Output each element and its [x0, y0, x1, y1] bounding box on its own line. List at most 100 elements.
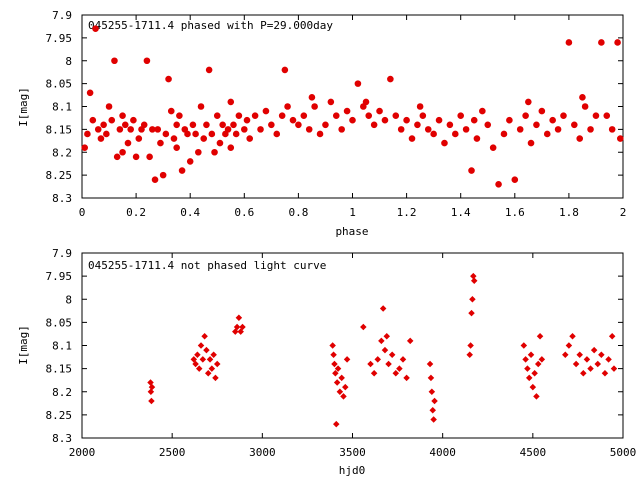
x-tick-label-bottom-5: 4500 — [520, 446, 547, 459]
data-point-top-47 — [208, 130, 216, 138]
chart-title-bottom: 045255-1711.4 not phased light curve — [88, 259, 326, 272]
data-point-top-85 — [376, 107, 383, 115]
data-point-top-3 — [89, 116, 97, 124]
data-point-top-23 — [143, 57, 151, 65]
plot-frame-bottom — [81, 252, 624, 439]
data-point-bottom-16 — [212, 374, 219, 382]
data-point-top-83 — [365, 112, 373, 119]
y-tick-label-top-1: 7.95 — [46, 32, 73, 45]
data-point-bottom-46 — [396, 365, 403, 372]
data-point-bottom-27 — [333, 420, 340, 428]
data-point-top-40 — [189, 121, 197, 129]
data-point-top-89 — [397, 126, 405, 133]
data-point-top-35 — [176, 112, 183, 119]
data-point-top-129 — [614, 39, 621, 46]
data-point-bottom-76 — [572, 360, 580, 368]
data-point-top-79 — [343, 107, 351, 115]
data-point-top-25 — [149, 126, 156, 133]
axis-ticks-top: 0 0.2 0.4 0.6 0.8 1 1.2 1.4 1.6 1.8 2 7.9 7.95 8 8.05 8… — [46, 9, 627, 219]
data-point-bottom-17 — [213, 360, 221, 368]
data-point-top-78 — [338, 126, 345, 133]
data-point-top-31 — [165, 75, 172, 83]
data-point-top-67 — [281, 66, 289, 74]
data-point-bottom-22 — [239, 323, 246, 331]
data-point-bottom-2 — [148, 397, 155, 405]
data-point-top-106 — [489, 144, 497, 151]
x-tick-label-bottom-6: 5000 — [610, 446, 637, 459]
data-point-top-113 — [527, 139, 535, 147]
data-point-bottom-64 — [524, 365, 531, 372]
data-point-bottom-39 — [378, 337, 385, 345]
data-point-bottom-21 — [237, 328, 244, 335]
data-point-bottom-36 — [367, 360, 374, 368]
x-tick-label-top-1: 0.2 — [126, 206, 146, 219]
data-point-top-102 — [468, 167, 475, 174]
data-point-bottom-0 — [147, 379, 154, 386]
data-point-top-94 — [424, 126, 432, 133]
data-point-top-38 — [184, 130, 191, 138]
data-point-top-135 — [362, 98, 370, 106]
data-point-bottom-67 — [529, 383, 537, 391]
data-points-top — [81, 25, 624, 188]
data-point-top-48 — [211, 148, 218, 156]
y-tick-label-top-6: 8.2 — [52, 146, 72, 159]
data-point-top-133 — [227, 144, 235, 151]
data-point-bottom-13 — [206, 356, 214, 363]
data-point-bottom-86 — [608, 332, 616, 340]
data-point-top-130 — [616, 135, 624, 142]
x-tick-label-top-3: 0.6 — [234, 206, 254, 219]
y-tick-label-top-7: 8.25 — [46, 169, 73, 182]
data-point-bottom-19 — [233, 323, 241, 331]
data-point-top-76 — [327, 98, 335, 106]
data-point-bottom-26 — [332, 369, 339, 377]
x-tick-label-top-2: 0.4 — [180, 206, 200, 219]
data-point-top-62 — [257, 126, 264, 133]
data-point-bottom-4 — [190, 356, 198, 363]
data-point-bottom-32 — [340, 393, 347, 400]
data-point-bottom-51 — [427, 374, 435, 382]
x-tick-label-bottom-0: 2000 — [69, 446, 96, 459]
data-point-bottom-31 — [338, 374, 345, 382]
x-tick-label-top-4: 0.8 — [288, 206, 308, 219]
data-point-top-46 — [205, 66, 213, 74]
data-point-bottom-60 — [470, 272, 477, 280]
data-point-bottom-78 — [580, 369, 587, 377]
data-point-bottom-79 — [583, 356, 591, 363]
data-point-top-8 — [103, 130, 110, 138]
data-point-top-95 — [430, 130, 437, 138]
data-point-top-53 — [224, 126, 232, 133]
data-point-top-134 — [308, 94, 316, 101]
data-point-top-29 — [159, 171, 167, 179]
data-point-top-74 — [316, 130, 324, 138]
data-point-top-101 — [462, 126, 470, 133]
data-point-top-28 — [157, 139, 164, 147]
data-point-top-33 — [170, 135, 178, 142]
data-point-bottom-3 — [148, 383, 156, 391]
y-tick-label-bottom-4: 8.1 — [52, 340, 72, 353]
data-point-top-1 — [84, 130, 91, 138]
data-point-bottom-50 — [426, 360, 434, 368]
data-point-top-19 — [132, 153, 140, 161]
data-point-top-116 — [543, 130, 551, 138]
y-axis-label-bottom: I[mag] — [17, 325, 30, 365]
data-point-top-117 — [549, 116, 556, 124]
data-point-top-80 — [349, 116, 356, 124]
data-point-top-104 — [479, 107, 486, 115]
data-point-top-22 — [140, 121, 148, 129]
data-point-top-72 — [305, 126, 313, 133]
data-point-top-2 — [86, 89, 94, 97]
x-tick-label-bottom-4: 4000 — [429, 446, 456, 459]
data-point-top-59 — [243, 116, 251, 124]
data-point-top-84 — [370, 121, 378, 129]
data-point-bottom-73 — [562, 351, 569, 359]
data-point-top-5 — [94, 126, 102, 133]
data-point-top-27 — [154, 126, 162, 133]
data-point-bottom-55 — [431, 397, 438, 405]
data-point-top-100 — [457, 112, 465, 119]
x-tick-label-bottom-2: 3000 — [249, 446, 276, 459]
data-point-top-118 — [554, 126, 562, 133]
data-point-bottom-84 — [601, 369, 609, 377]
data-point-bottom-58 — [468, 309, 475, 317]
data-point-bottom-24 — [330, 351, 337, 359]
x-axis-label-top: phase — [335, 225, 368, 238]
